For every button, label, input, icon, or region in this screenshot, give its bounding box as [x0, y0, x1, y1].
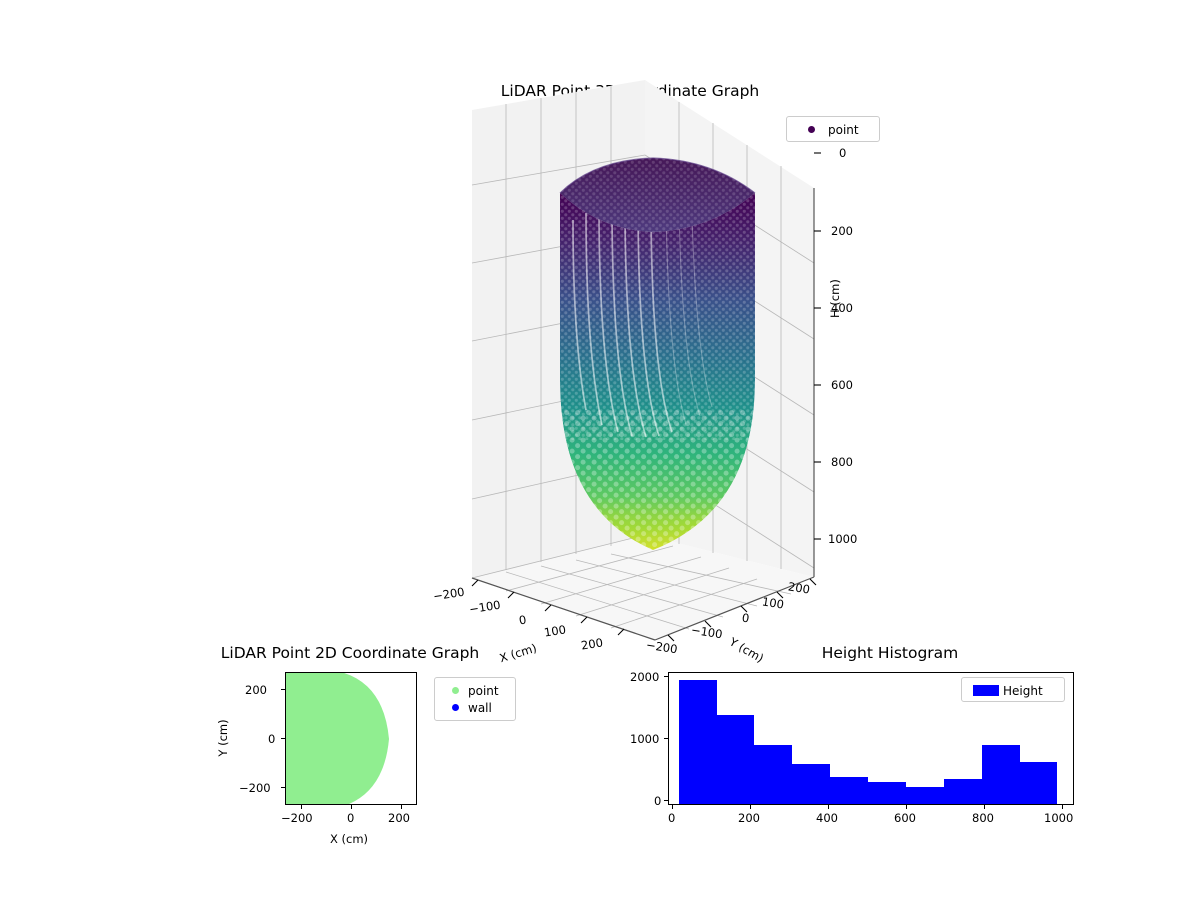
hist-xtick-600: 600	[894, 811, 916, 825]
hist-xtick-200: 200	[738, 811, 760, 825]
plot2d-xtick-200: 200	[388, 811, 410, 825]
plot2d-xtick-0: 0	[347, 811, 355, 825]
histogram-bar	[943, 779, 982, 804]
wall-marker-icon	[442, 704, 468, 711]
point-marker-icon	[794, 126, 828, 133]
histogram-legend[interactable]: Height	[961, 677, 1065, 702]
histogram-bar	[754, 745, 793, 804]
plot2d-legend-label-wall: wall	[468, 700, 492, 715]
plot3d-ztick-0: 0	[839, 146, 847, 160]
hist-xtickmark-400	[828, 805, 830, 809]
height-bar-swatch-icon	[969, 685, 1003, 696]
hist-xtick-800: 800	[972, 811, 994, 825]
histogram-bar	[716, 715, 755, 804]
plot3d-ztick-200: 200	[831, 224, 853, 238]
histogram-title: Height Histogram	[821, 644, 959, 662]
plot2d-xtickmark-200	[401, 805, 403, 809]
plot2d-legend[interactable]: point wall	[434, 677, 516, 721]
plot2d-yaxis-label: Y (cm)	[216, 719, 230, 757]
plot2d-axes[interactable]	[285, 672, 417, 805]
hist-ytick-2000: 2000	[630, 670, 660, 684]
plot2d-xtick-n200: −200	[281, 811, 313, 825]
histogram-bar	[830, 776, 869, 804]
plot3d-ztick-600: 600	[831, 378, 853, 392]
plot2d-legend-item-wall[interactable]: wall	[442, 699, 508, 716]
hist-xtickmark-600	[906, 805, 908, 809]
histogram-bar	[678, 680, 717, 804]
hist-xtickmark-800	[984, 805, 986, 809]
histogram-bar	[905, 786, 944, 804]
histogram-legend-item-height[interactable]: Height	[969, 682, 1057, 699]
plot3d-legend[interactable]: point	[786, 116, 880, 142]
plot3d-ztick-400: 400	[831, 301, 853, 315]
histogram-bar	[868, 782, 906, 804]
hist-xtick-400: 400	[816, 811, 838, 825]
plot2d-ytick-0: 0	[268, 732, 276, 746]
plot3d-legend-item-point[interactable]: point	[794, 121, 872, 138]
hist-xtickmark-1000	[1062, 805, 1064, 809]
plot2d-legend-label-point: point	[468, 683, 499, 698]
plot2d-ytickmark-n200	[281, 787, 285, 789]
plot2d-xaxis-label: X (cm)	[330, 832, 369, 846]
plot2d-point-region	[286, 673, 389, 804]
plot3d-ztick-1000: 1000	[828, 532, 858, 546]
hist-ytickmark-1000	[664, 738, 668, 740]
plot3d-zaxis-label: H (cm)	[828, 279, 842, 318]
plot3d-axes	[471, 80, 821, 642]
hist-ytickmark-2000	[664, 676, 668, 678]
plot2d-legend-item-point[interactable]: point	[442, 682, 508, 699]
histogram-axes[interactable]	[668, 672, 1074, 805]
plot2d-ytick-200: 200	[245, 683, 267, 697]
hist-xtickmark-0	[672, 805, 674, 809]
hist-ytick-0: 0	[654, 794, 662, 808]
histogram-legend-label-height: Height	[1003, 683, 1043, 698]
plot2d-ytickmark-0	[281, 738, 285, 740]
histogram-bars	[669, 673, 1073, 804]
plot2d-xtickmark-n200	[301, 805, 303, 809]
hist-ytick-1000: 1000	[630, 732, 660, 746]
histogram-bar	[1019, 761, 1058, 804]
plot2d-ytickmark-200	[281, 689, 285, 691]
histogram-bar	[981, 745, 1020, 804]
point-marker-icon	[442, 687, 468, 694]
plot3d-legend-label-point: point	[828, 122, 859, 137]
plot2d-title: LiDAR Point 2D Coordinate Graph	[220, 644, 480, 662]
hist-ytickmark-0	[664, 800, 668, 802]
plot2d-ytick-n200: −200	[239, 781, 271, 795]
hist-xtickmark-200	[750, 805, 752, 809]
plot3d-ztick-800: 800	[831, 455, 853, 469]
plot3d-panel[interactable]: 0 200 400 600 800 1000 H (cm) −200 −100 …	[410, 80, 880, 670]
plot2d-xtickmark-0	[351, 805, 353, 809]
hist-xtick-1000: 1000	[1044, 811, 1074, 825]
hist-xtick-0: 0	[668, 811, 676, 825]
histogram-bar	[792, 764, 831, 804]
